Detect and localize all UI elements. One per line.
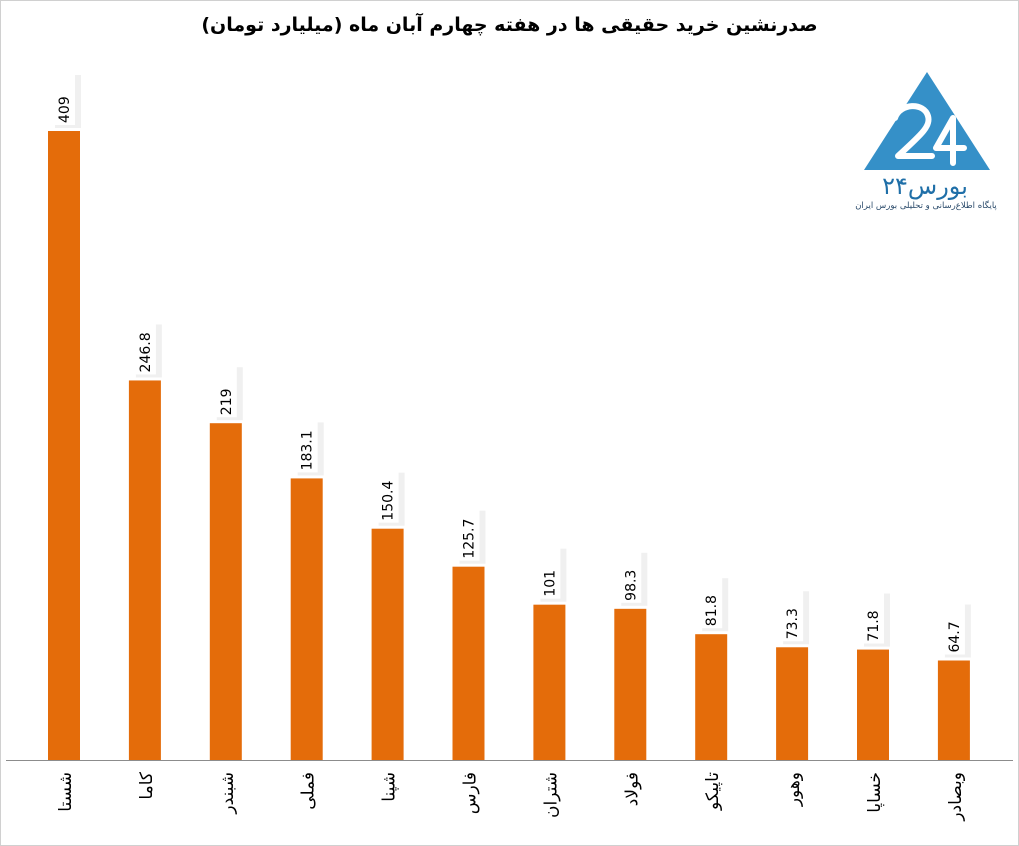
- data-label-bg-5: [457, 508, 480, 561]
- data-label-1: 246.8: [138, 332, 154, 372]
- bar-2: [209, 423, 242, 760]
- data-label-bg-2: [214, 365, 237, 418]
- data-label-bg-1: [133, 322, 156, 375]
- data-label-9: 73.3: [785, 608, 801, 639]
- data-label-11: 64.7: [947, 621, 963, 652]
- data-label-6: 101: [542, 570, 558, 597]
- category-label-6: شتران: [541, 772, 561, 818]
- data-label-bg-10: [862, 591, 884, 644]
- data-label-4: 150.4: [381, 481, 397, 521]
- data-label-2: 219: [219, 388, 235, 415]
- bourse24-logo-icon: [864, 72, 990, 170]
- bar-10: [857, 649, 889, 760]
- category-label-2: شبندر: [218, 772, 238, 815]
- chart-title: صدرنشین خرید حقیقی ها در هفته چهارم آبان…: [201, 14, 818, 36]
- data-label-bg-8: [700, 576, 723, 629]
- category-label-3: فملی: [299, 772, 319, 810]
- bar-3: [290, 478, 323, 760]
- category-label-5: فارس: [461, 772, 481, 814]
- data-label-bg-4: [376, 470, 399, 523]
- category-label-11: وبصادر: [946, 772, 966, 822]
- bar-8: [695, 634, 728, 760]
- bar-5: [452, 566, 485, 760]
- bar-6: [533, 604, 566, 760]
- data-label-bg-9: [781, 589, 804, 642]
- data-label-10: 71.8: [866, 610, 882, 641]
- category-label-8: تاپیکو: [703, 772, 723, 811]
- bar-9: [776, 647, 809, 760]
- category-label-7: فولاد: [622, 772, 642, 806]
- data-label-bg-0: [53, 73, 75, 125]
- data-label-bg-3: [295, 420, 318, 473]
- data-label-bg-7: [619, 550, 642, 603]
- data-label-3: 183.1: [300, 430, 316, 470]
- category-label-4: شپنا: [380, 772, 400, 802]
- bar-4: [371, 528, 404, 760]
- logo-name: بورس۲۴: [882, 172, 968, 200]
- data-label-8: 81.8: [704, 595, 720, 626]
- bar-11: [937, 660, 970, 760]
- category-label-1: کاما: [137, 771, 157, 799]
- category-label-10: خساپا: [865, 772, 885, 813]
- data-label-5: 125.7: [462, 519, 478, 559]
- bar-0: [48, 131, 80, 760]
- data-label-7: 98.3: [623, 570, 639, 601]
- logo-tagline: پایگاه اطلاع‌رسانی و تحلیلی بورس ایران: [855, 201, 997, 211]
- bar-1: [128, 380, 161, 760]
- data-label-bg-11: [942, 602, 965, 655]
- logo-digit-4: [933, 115, 967, 166]
- data-label-bg-6: [538, 546, 561, 599]
- category-label-0: شستا: [56, 772, 76, 812]
- category-label-9: وهور: [784, 772, 804, 807]
- logo-digit-2: [892, 103, 935, 159]
- bar-7: [614, 608, 647, 760]
- data-label-0: 409: [57, 96, 73, 123]
